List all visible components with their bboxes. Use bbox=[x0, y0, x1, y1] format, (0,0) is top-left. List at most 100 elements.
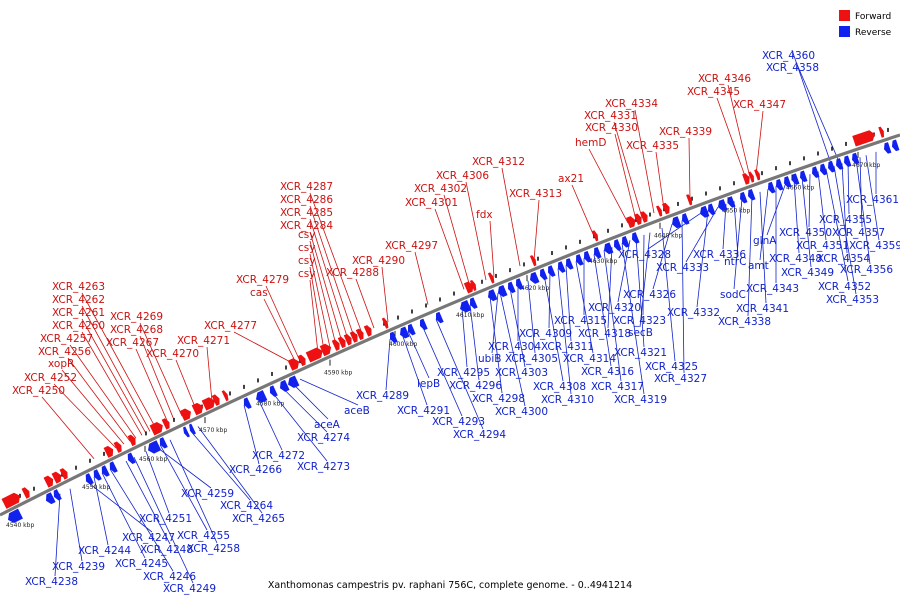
reverse-gene-label: XCR_4238 bbox=[25, 576, 78, 588]
forward-label-leader bbox=[67, 357, 131, 442]
forward-label-leader bbox=[355, 278, 375, 329]
reverse-gene-arrow bbox=[420, 318, 428, 331]
reverse-gene-arrow bbox=[614, 239, 622, 251]
genome-backbone bbox=[0, 133, 900, 517]
reverse-label-leader bbox=[133, 457, 194, 584]
reverse-label-leader bbox=[299, 378, 359, 406]
reverse-label-leader bbox=[155, 446, 212, 489]
reverse-gene-label: XCR_4274 bbox=[297, 432, 350, 444]
forward-gene-label: csy bbox=[298, 229, 315, 241]
forward-label-leader bbox=[501, 167, 521, 267]
reverse-gene-label: aceB bbox=[344, 405, 370, 417]
reverse-gene-arrow bbox=[530, 271, 540, 284]
reverse-gene-label: XCR_4300 bbox=[495, 406, 548, 418]
forward-gene-label: XCR_4260 bbox=[52, 320, 105, 332]
minor-tick-mark bbox=[719, 186, 721, 191]
scale-tick-label: 4660 kbp bbox=[786, 185, 814, 192]
forward-gene-label: XCR_4263 bbox=[52, 281, 105, 293]
reverse-gene-arrow bbox=[127, 452, 136, 465]
reverse-label-leader bbox=[847, 161, 850, 215]
reverse-gene-label: XCR_4354 bbox=[817, 253, 870, 265]
forward-gene-arrow bbox=[319, 343, 332, 357]
forward-gene-arrow bbox=[742, 173, 750, 185]
reverse-gene-label: XCR_4305 bbox=[505, 353, 558, 365]
minor-tick-mark bbox=[75, 465, 77, 470]
reverse-gene-arrow bbox=[470, 297, 478, 309]
forward-gene-arrow bbox=[754, 169, 761, 181]
reverse-label-leader bbox=[69, 488, 83, 562]
minor-tick-mark bbox=[845, 141, 847, 146]
scale-tick-label: 4560 kbp bbox=[139, 456, 167, 463]
minor-tick-mark bbox=[509, 268, 511, 273]
forward-gene-arrow bbox=[640, 211, 648, 223]
reverse-gene-arrow bbox=[540, 268, 548, 281]
forward-gene-label: XCR_4302 bbox=[414, 183, 467, 195]
forward-label-leader bbox=[489, 220, 495, 277]
reverse-gene-label: XCR_4247 bbox=[122, 532, 175, 544]
forward-gene-label: XCR_4271 bbox=[177, 335, 230, 347]
reverse-gene-label: XCR_4273 bbox=[297, 461, 350, 473]
forward-gene-label: XCR_4256 bbox=[38, 346, 91, 358]
reverse-gene-label: XCR_4239 bbox=[52, 561, 105, 573]
minor-tick-mark bbox=[103, 451, 105, 456]
reverse-gene-label: XCR_4352 bbox=[818, 281, 871, 293]
reverse-gene-arrow bbox=[836, 158, 844, 170]
reverse-gene-arrow bbox=[288, 375, 300, 388]
reverse-gene-label: XCR_4248 bbox=[140, 544, 193, 556]
forward-label-leader bbox=[81, 318, 147, 434]
forward-label-leader bbox=[309, 205, 355, 338]
reverse-gene-label: XCR_4266 bbox=[229, 464, 282, 476]
scale-ticks: 4540 kbp 4550 kbp 4560 kbp 4570 kbp 4580 kbp… bbox=[5, 127, 889, 529]
figure-caption: Xanthomonas campestris pv. raphani 756C,… bbox=[268, 580, 632, 591]
forward-label-leader bbox=[135, 348, 169, 423]
reverse-gene-arrow bbox=[682, 213, 690, 225]
forward-gene-label: fdx bbox=[476, 209, 493, 221]
minor-tick-mark bbox=[229, 391, 231, 396]
reverse-gene-label: XCR_4311 bbox=[541, 341, 594, 353]
forward-gene-arrow bbox=[469, 279, 477, 292]
forward-gene-arrow bbox=[487, 272, 495, 284]
reverse-gene-label: XCR_4251 bbox=[139, 513, 192, 525]
forward-gene-label: XCR_4346 bbox=[698, 73, 751, 85]
forward-label-leader bbox=[716, 97, 747, 180]
reverse-gene-arrow bbox=[109, 461, 118, 473]
scale-tick-label: 4580 kbp bbox=[256, 401, 284, 408]
minor-tick-mark bbox=[817, 151, 819, 156]
forward-gene-label: csy bbox=[298, 255, 315, 267]
reverse-gene-label: XCR_4296 bbox=[449, 380, 502, 392]
reverse-label-leader bbox=[617, 240, 631, 303]
reverse-gene-label: ntrC bbox=[724, 256, 746, 268]
reverse-gene-label: XCR_4310 bbox=[541, 394, 594, 406]
reverse-gene-arrow bbox=[632, 232, 640, 244]
minor-tick-mark bbox=[831, 146, 833, 151]
forward-label-leader bbox=[139, 322, 183, 417]
forward-label-leader bbox=[61, 369, 125, 445]
forward-gene-label: XCR_4313 bbox=[509, 188, 562, 200]
reverse-gene-label: XCR_4295 bbox=[437, 367, 490, 379]
forward-label-leader bbox=[443, 194, 471, 287]
reverse-gene-label: glnA bbox=[753, 235, 777, 247]
legend-reverse-swatch bbox=[839, 26, 850, 37]
scale-tick-label: 4670 kbp bbox=[852, 162, 880, 169]
reverse-gene-label: XCR_4333 bbox=[656, 262, 709, 274]
forward-gene-label: XCR_4269 bbox=[110, 311, 163, 323]
scale-tick-label: 4540 kbp bbox=[6, 522, 34, 529]
reverse-gene-arrow bbox=[740, 191, 748, 204]
forward-gene-label: XCR_4288 bbox=[326, 267, 379, 279]
scale-tick-label: 4590 kbp bbox=[324, 370, 352, 377]
reverse-label-leader bbox=[685, 206, 719, 263]
reverse-label-leader bbox=[759, 188, 769, 261]
reverse-gene-label: XCR_4309 bbox=[519, 328, 572, 340]
forward-gene-arrow bbox=[656, 205, 663, 217]
reverse-label-leader bbox=[647, 213, 701, 250]
reverse-label-leader bbox=[189, 430, 251, 501]
reverse-gene-label: XCR_4320 bbox=[588, 302, 641, 314]
reverse-gene-arrow bbox=[269, 385, 278, 397]
scale-tick-label: 4620 kbp bbox=[521, 285, 549, 292]
forward-gene-arrow bbox=[686, 194, 693, 206]
reverse-gene-label: XCR_4338 bbox=[718, 316, 771, 328]
reverse-label-leader bbox=[795, 61, 841, 165]
minor-tick-mark bbox=[691, 196, 693, 201]
forward-gene-label: csy bbox=[298, 268, 315, 280]
reverse-gene-label: XCR_4303 bbox=[495, 367, 548, 379]
